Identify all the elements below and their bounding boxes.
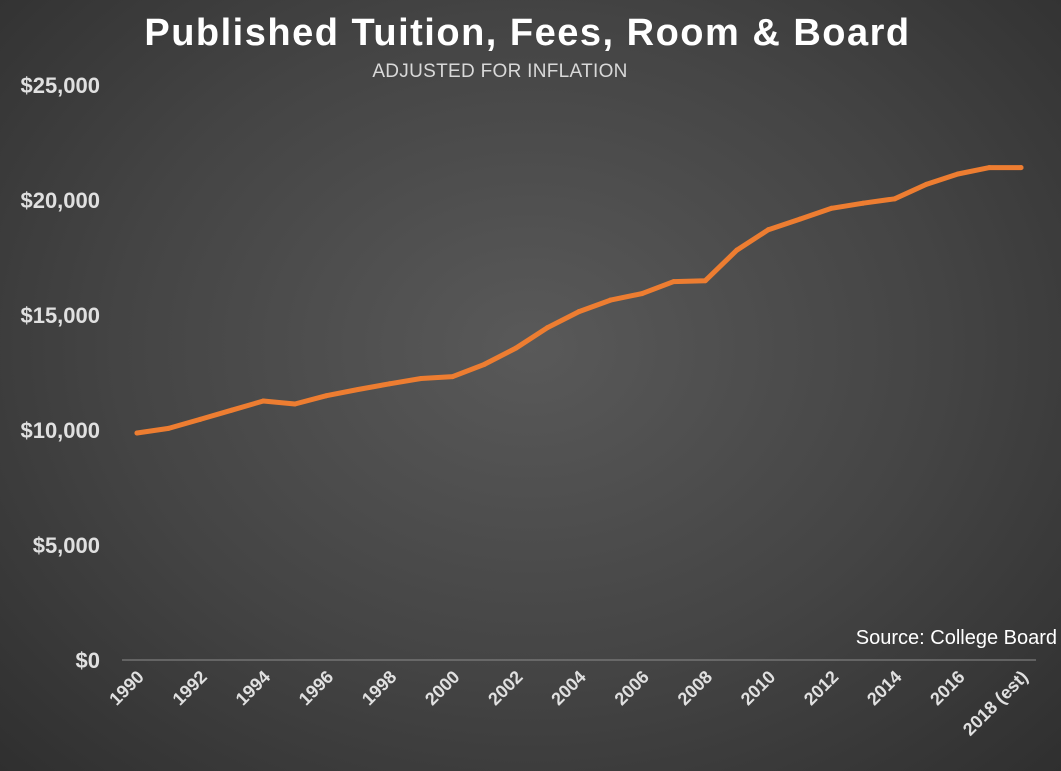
x-tick-label: 1992 (169, 667, 211, 709)
x-tick-label: 2006 (611, 667, 653, 709)
y-tick-label: $25,000 (20, 73, 100, 98)
x-tick-label: 1996 (295, 667, 337, 709)
data-point (703, 278, 708, 283)
x-tick-label: 2008 (674, 667, 716, 709)
data-point (356, 387, 361, 392)
x-tick-label: 2004 (547, 667, 589, 709)
data-point (987, 165, 992, 170)
x-tick-label: 1998 (358, 667, 400, 709)
y-tick-label: $15,000 (20, 303, 100, 328)
data-point (798, 217, 803, 222)
data-point (292, 402, 297, 407)
data-point (450, 374, 455, 379)
x-tick-label: 2002 (484, 667, 526, 709)
data-point (734, 248, 739, 253)
x-tick-label: 1990 (105, 667, 147, 709)
x-tick-label: 2000 (421, 667, 463, 709)
data-point (387, 381, 392, 386)
data-point (166, 426, 171, 431)
data-point (229, 408, 234, 413)
y-axis: $0 $5,000 $10,000 $15,000 $20,000 $25,000 (20, 73, 100, 673)
data-point (766, 227, 771, 232)
data-point (419, 376, 424, 381)
series-line (137, 168, 1021, 433)
x-tick-label: 2010 (737, 667, 779, 709)
x-tick-label: 1994 (232, 667, 274, 709)
data-point (577, 309, 582, 314)
data-point (892, 196, 897, 201)
x-tick-label: 2016 (926, 667, 968, 709)
data-point (261, 399, 266, 404)
x-tick-label: 2014 (863, 667, 905, 709)
data-point (924, 182, 929, 187)
data-point (955, 172, 960, 177)
data-point (198, 417, 203, 422)
data-point (640, 291, 645, 296)
x-tick-label: 2018 (est) (959, 667, 1032, 740)
data-point (829, 206, 834, 211)
x-axis: 1990 1992 1994 1996 1998 2000 2002 2004 2006 2008… (105, 660, 1036, 740)
data-point (482, 362, 487, 367)
data-point (135, 430, 140, 435)
y-tick-label: $5,000 (33, 533, 100, 558)
data-point (671, 279, 676, 284)
y-tick-label: $20,000 (20, 188, 100, 213)
data-point (513, 346, 518, 351)
data-point (1019, 165, 1024, 170)
data-point (545, 325, 550, 330)
data-point (861, 201, 866, 206)
x-tick-label: 2012 (800, 667, 842, 709)
y-tick-label: $10,000 (20, 418, 100, 443)
data-point (324, 393, 329, 398)
data-point (608, 298, 613, 303)
series-layer (135, 165, 1024, 435)
y-tick-label: $0 (76, 648, 100, 673)
